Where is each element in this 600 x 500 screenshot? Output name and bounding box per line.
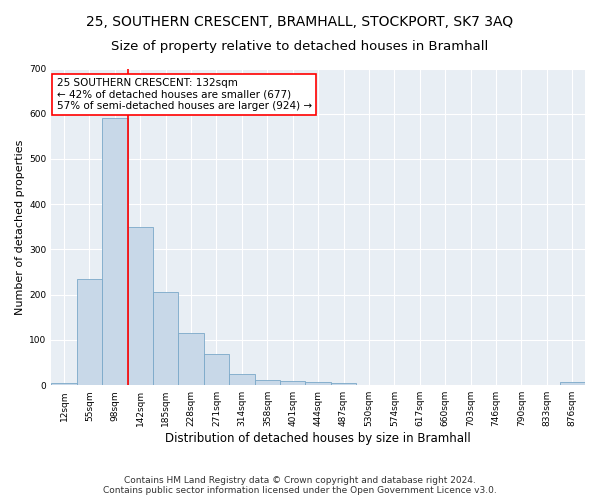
Y-axis label: Number of detached properties: Number of detached properties	[15, 139, 25, 314]
X-axis label: Distribution of detached houses by size in Bramhall: Distribution of detached houses by size …	[165, 432, 471, 445]
Text: 25 SOUTHERN CRESCENT: 132sqm
← 42% of detached houses are smaller (677)
57% of s: 25 SOUTHERN CRESCENT: 132sqm ← 42% of de…	[56, 78, 312, 111]
Text: Contains HM Land Registry data © Crown copyright and database right 2024.
Contai: Contains HM Land Registry data © Crown c…	[103, 476, 497, 495]
Bar	[51, 383, 77, 385]
Bar	[102, 118, 128, 385]
Bar	[229, 374, 254, 385]
Bar	[128, 227, 153, 385]
Bar	[331, 383, 356, 385]
Bar	[280, 381, 305, 385]
Bar	[560, 382, 585, 385]
Bar	[204, 354, 229, 385]
Bar	[305, 382, 331, 385]
Text: Size of property relative to detached houses in Bramhall: Size of property relative to detached ho…	[112, 40, 488, 53]
Text: 25, SOUTHERN CRESCENT, BRAMHALL, STOCKPORT, SK7 3AQ: 25, SOUTHERN CRESCENT, BRAMHALL, STOCKPO…	[86, 15, 514, 29]
Bar	[178, 333, 204, 385]
Bar	[153, 292, 178, 385]
Bar	[254, 380, 280, 385]
Bar	[77, 279, 102, 385]
